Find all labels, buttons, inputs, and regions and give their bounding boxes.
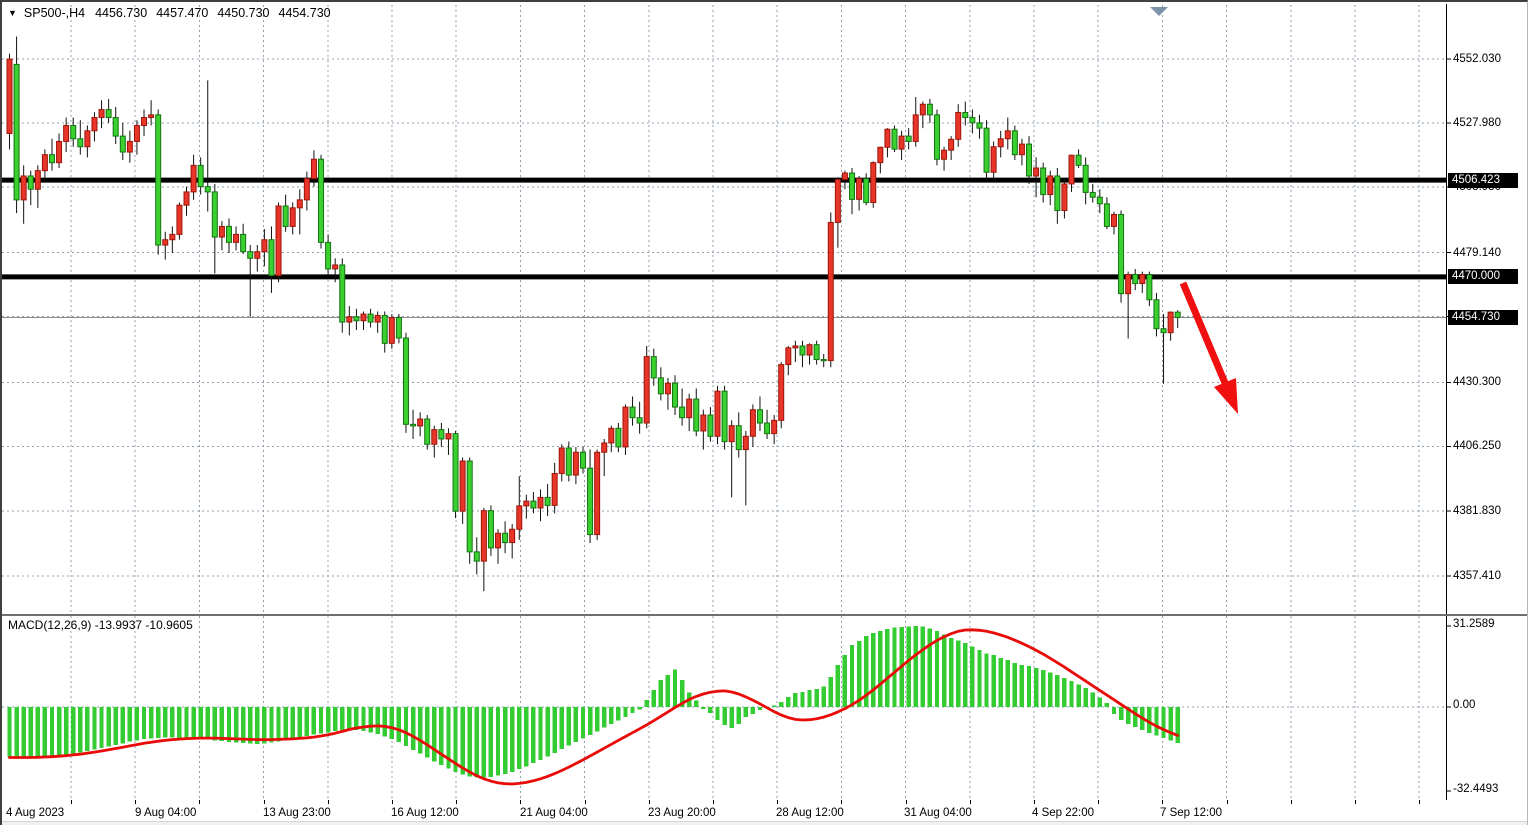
time-axis-label: 4 Aug 2023 bbox=[6, 807, 65, 819]
window-bottom-edge bbox=[2, 821, 1527, 825]
indicator-label: MACD(12,26,9) -13.9937 -10.9605 bbox=[8, 618, 193, 632]
time-axis-tick bbox=[1419, 800, 1421, 804]
macd-panel[interactable] bbox=[2, 614, 1528, 802]
time-axis-tick bbox=[905, 800, 907, 804]
time-axis-tick bbox=[392, 800, 393, 804]
time-axis-label: 23 Aug 20:00 bbox=[648, 807, 716, 819]
down-arrow-annotation bbox=[1179, 281, 1238, 414]
time-axis-tick bbox=[263, 800, 265, 804]
ohlc-low: 4450.730 bbox=[217, 6, 270, 20]
time-axis-tick bbox=[969, 800, 971, 804]
time-axis[interactable]: 4 Aug 2023 9 Aug 04:00 13 Aug 23:00 16 Aug … bbox=[2, 800, 1527, 825]
ohlc-high: 4457.470 bbox=[156, 6, 209, 20]
time-axis-tick bbox=[841, 800, 843, 804]
ohlc-close: 4454.730 bbox=[278, 6, 331, 20]
time-axis-label: 7 Sep 12:00 bbox=[1160, 807, 1223, 819]
time-axis-tick bbox=[648, 800, 650, 804]
chart-shift-marker-icon[interactable] bbox=[1150, 7, 1168, 16]
time-axis-label: 9 Aug 04:00 bbox=[135, 807, 197, 819]
time-axis-tick bbox=[1162, 800, 1164, 804]
time-axis-label: 28 Aug 12:00 bbox=[776, 807, 844, 819]
time-axis-label: 13 Aug 23:00 bbox=[263, 807, 331, 819]
time-axis-tick bbox=[1034, 800, 1035, 804]
time-axis-tick bbox=[777, 800, 779, 804]
time-axis-tick bbox=[327, 800, 329, 804]
time-axis-label: 16 Aug 12:00 bbox=[391, 807, 459, 819]
time-axis-tick bbox=[1226, 800, 1228, 804]
main-chart[interactable] bbox=[2, 2, 1528, 614]
time-axis-tick bbox=[135, 800, 137, 804]
time-axis-tick bbox=[1355, 800, 1356, 804]
time-axis-tick bbox=[199, 800, 201, 804]
time-axis-tick bbox=[713, 800, 714, 804]
time-axis-tick bbox=[1098, 800, 1100, 804]
symbol-dropdown-icon[interactable]: ▼ bbox=[8, 8, 17, 18]
time-axis-label: 4 Sep 22:00 bbox=[1032, 807, 1095, 819]
symbol-period-label: SP500-,H4 bbox=[23, 6, 86, 20]
time-axis-tick bbox=[456, 800, 458, 804]
time-axis-label: 21 Aug 04:00 bbox=[520, 807, 588, 819]
time-axis-tick bbox=[71, 800, 72, 804]
time-axis-label: 31 Aug 04:00 bbox=[904, 807, 972, 819]
time-axis-tick bbox=[520, 800, 522, 804]
chart-title: ▼ SP500-,H4 4456.730 4457.470 4450.730 4454.7… bbox=[8, 6, 340, 20]
ohlc-open: 4456.730 bbox=[95, 6, 148, 20]
time-axis-tick bbox=[584, 800, 586, 804]
time-axis-tick bbox=[1290, 800, 1292, 804]
